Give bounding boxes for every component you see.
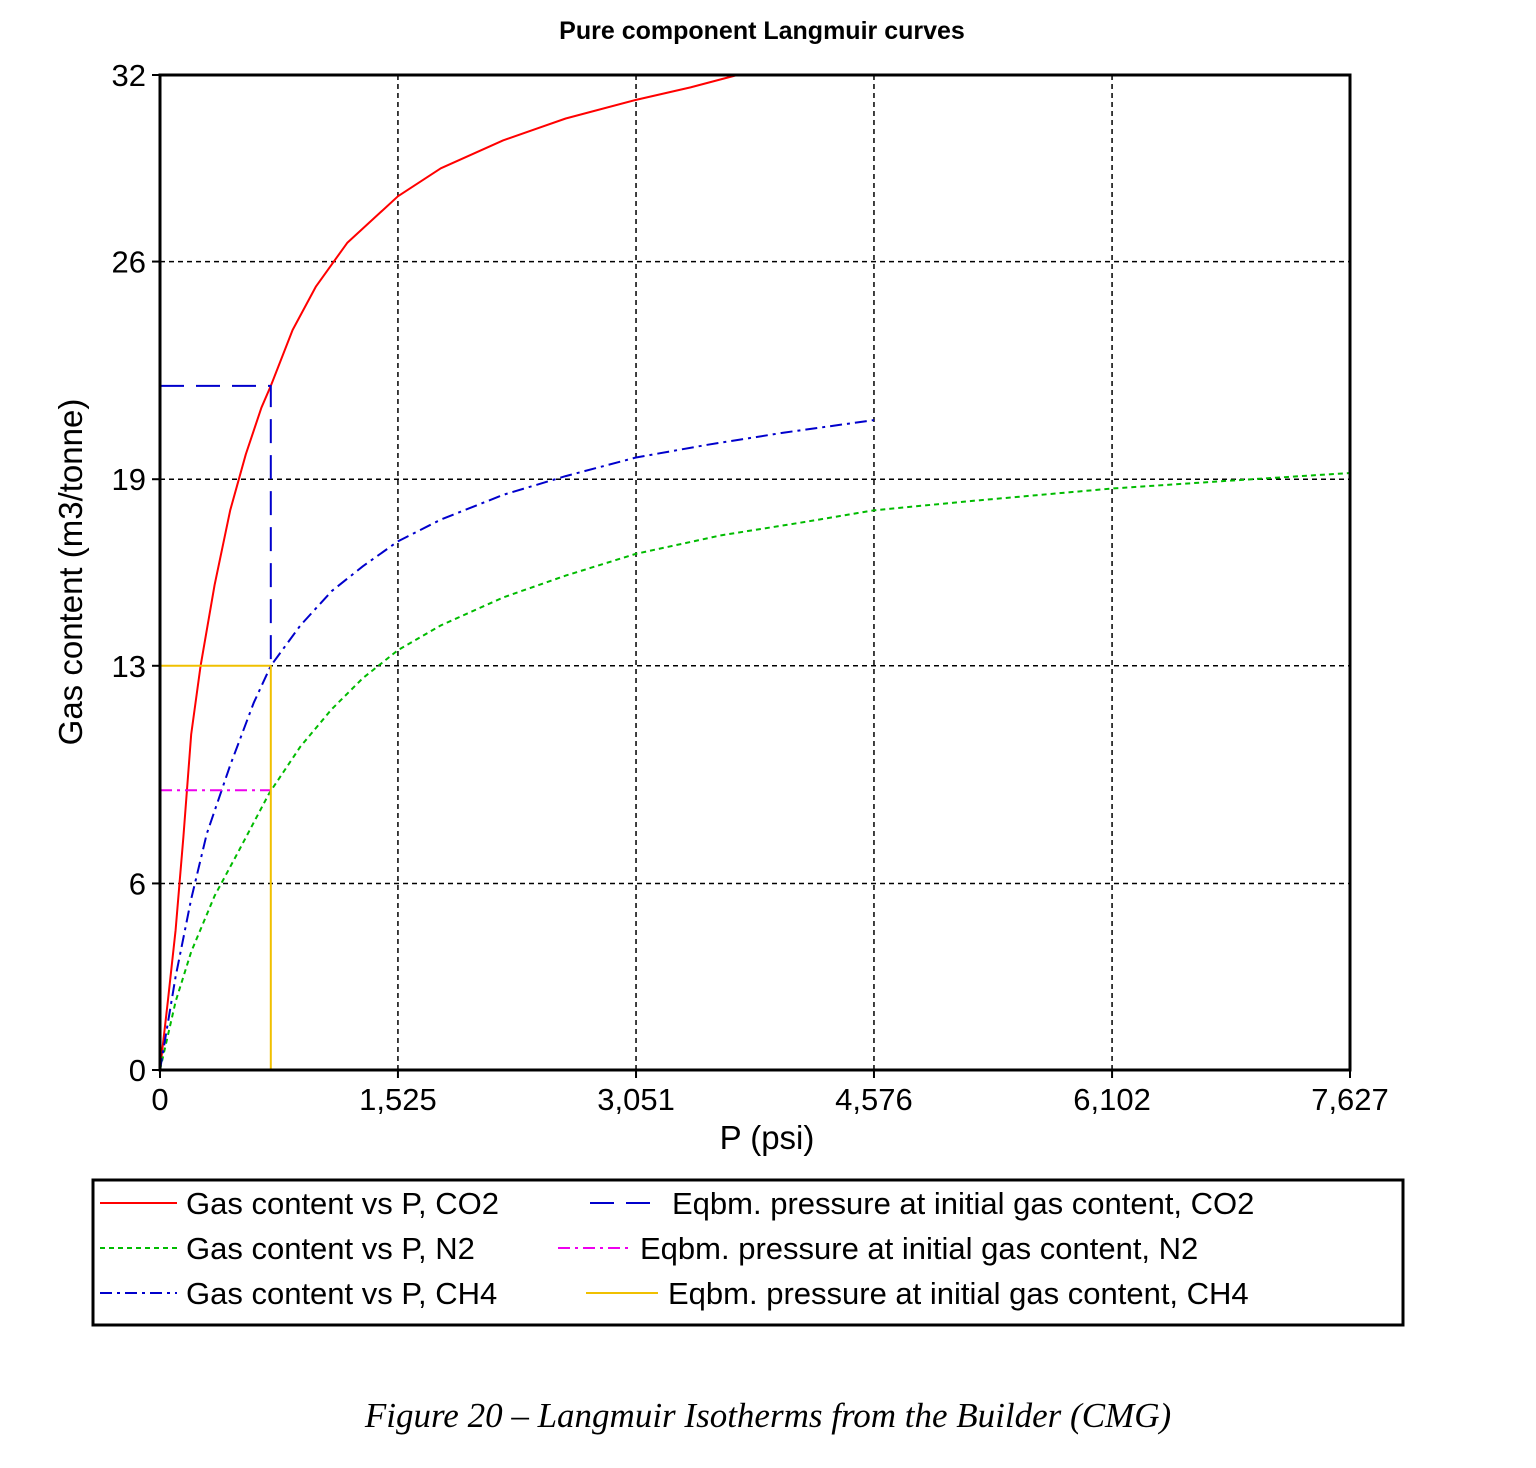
x-tick-label: 3,051	[597, 1082, 675, 1117]
series-line-0	[159, 74, 738, 1071]
legend-label-4: Eqbm. pressure at initial gas content, N…	[640, 1231, 1198, 1266]
x-tick-label: 0	[151, 1082, 168, 1117]
axis-ticks: 0 1,525 3,051 4,576 6,102 7,627 0 6 13 19 26 32	[112, 58, 1389, 1117]
y-tick-label: 26	[112, 245, 146, 280]
y-tick-label: 6	[129, 866, 146, 901]
legend-frame	[91, 1178, 1405, 1327]
legend-label-5: Eqbm. pressure at initial gas content, C…	[668, 1276, 1249, 1311]
plot-area-frame	[158, 73, 1352, 1072]
y-tick-label: 0	[129, 1053, 146, 1088]
plot-series	[159, 74, 1351, 1071]
y-axis-label: Gas content (m3/tonne)	[52, 399, 89, 746]
y-tick-label: 19	[112, 462, 146, 497]
y-tick-label: 13	[112, 649, 146, 684]
x-axis-label: P (psi)	[720, 1119, 815, 1156]
x-tick-label: 6,102	[1073, 1082, 1151, 1117]
chart: Pure component Langmuir curves 0 1,525 3,0…	[52, 17, 1405, 1327]
legend-label-2: Gas content vs P, CH4	[186, 1276, 497, 1311]
x-tick-label: 7,627	[1311, 1082, 1389, 1117]
legend-label-3: Eqbm. pressure at initial gas content, C…	[672, 1186, 1254, 1221]
series-line-1	[159, 472, 1351, 1071]
y-tick-label: 32	[112, 58, 146, 93]
x-tick-label: 4,576	[835, 1082, 913, 1117]
legend-label-1: Gas content vs P, N2	[186, 1231, 475, 1266]
figure-caption: Figure 20 – Langmuir Isotherms from the …	[364, 1396, 1172, 1435]
legend: Gas content vs P, CO2 Gas content vs P, N…	[91, 1178, 1405, 1327]
series-line-3	[160, 384, 272, 666]
legend-label-0: Gas content vs P, CO2	[186, 1186, 499, 1221]
x-tick-label: 1,525	[359, 1082, 437, 1117]
series-line-5	[160, 664, 272, 1070]
chart-title: Pure component Langmuir curves	[559, 17, 965, 45]
series-line-2	[159, 419, 875, 1071]
grid-lines	[160, 75, 1350, 1070]
